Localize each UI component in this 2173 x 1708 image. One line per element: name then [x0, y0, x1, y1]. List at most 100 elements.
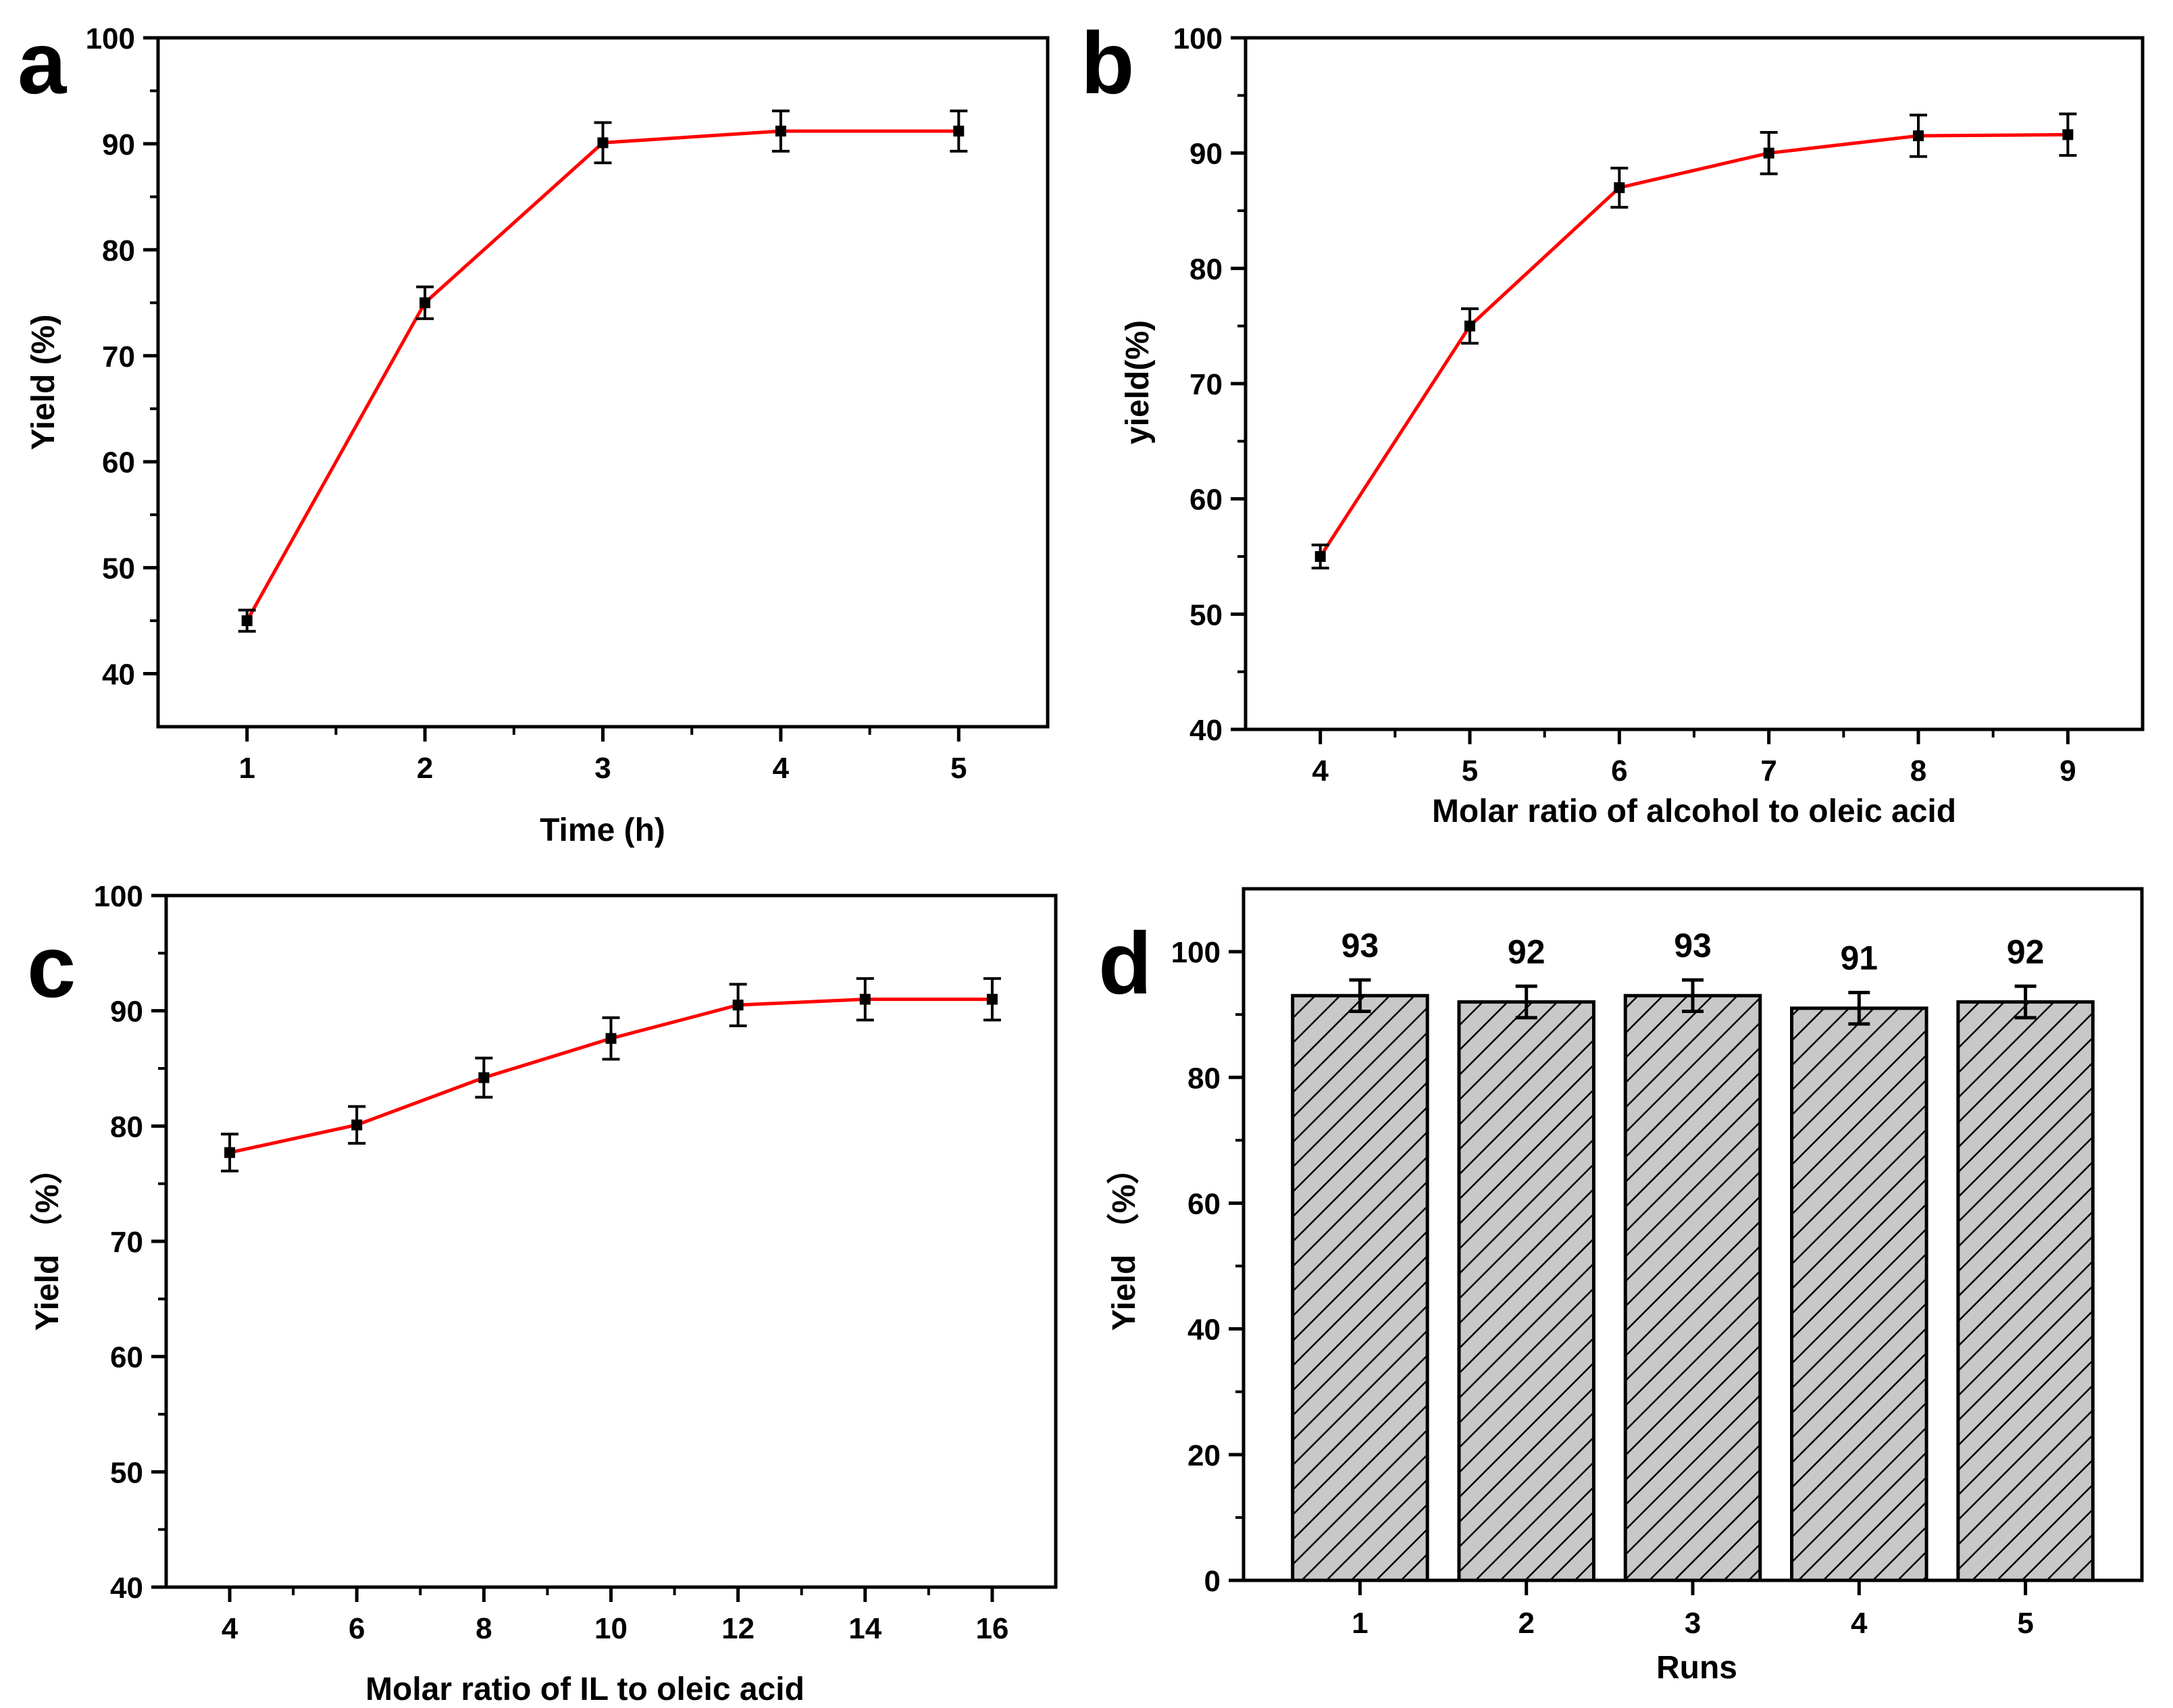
x-tick-label: 8: [1910, 754, 1926, 787]
x-axis-title: Molar ratio of IL to oleic acid: [365, 1672, 804, 1707]
data-point: [351, 1119, 363, 1131]
y-tick-label: 40: [1187, 1314, 1221, 1347]
data-point: [986, 993, 998, 1005]
data-point: [1614, 182, 1625, 193]
panel-a: a 40 50 60 70 80 90 100 1 2 3 4 5 Time (h) Yield (%…: [18, 14, 1050, 848]
plot-area: [1311, 112, 2077, 570]
axis-ticks: 40 50 60 70 80 90 100 4 5 6 7 8 9: [1173, 22, 2076, 787]
x-tick-label: 4: [773, 752, 790, 785]
x-tick-label: 1: [1352, 1607, 1368, 1640]
data-point: [224, 1147, 236, 1158]
bar-data-label: 93: [1341, 927, 1379, 964]
y-tick-label: 80: [1187, 1062, 1221, 1095]
y-tick-label: 50: [102, 552, 135, 586]
data-point: [419, 297, 431, 309]
bar: [1623, 993, 1762, 1582]
series-line: [245, 129, 959, 622]
plot-frame: [1244, 36, 2145, 731]
x-tick-label: 4: [1851, 1607, 1868, 1640]
bar-data-label: 93: [1674, 927, 1712, 964]
y-tick-label: 100: [1173, 22, 1223, 55]
x-tick-label: 5: [2017, 1607, 2033, 1640]
y-axis-title: Yield （%）: [30, 1152, 66, 1331]
data-point: [1763, 147, 1774, 159]
x-axis-title: Time (h): [540, 812, 665, 848]
x-tick-label: 2: [1518, 1607, 1534, 1640]
x-tick-label: 1: [238, 752, 255, 785]
y-axis-title: yield(%): [1120, 320, 1156, 444]
y-tick-label: 80: [1190, 253, 1223, 286]
x-tick-label: 4: [222, 1612, 238, 1645]
data-point: [478, 1072, 490, 1083]
y-tick-label: 90: [110, 995, 143, 1029]
bar: [1790, 1006, 1928, 1582]
plot-area: [221, 977, 1001, 1172]
y-tick-label: 40: [102, 658, 135, 692]
panel-letter: c: [27, 917, 76, 1016]
y-tick-label: 70: [110, 1226, 143, 1259]
x-tick-label: 3: [594, 752, 611, 785]
y-axis-title: Yield (%): [26, 315, 61, 450]
x-tick-label: 7: [1760, 754, 1776, 787]
x-tick-label: 6: [349, 1612, 365, 1645]
y-tick-label: 60: [1190, 484, 1223, 517]
x-tick-label: 3: [1685, 1607, 1701, 1640]
axis-ticks: 40 50 60 70 80 90 100 4 6 8 10 12 14 16: [94, 880, 1009, 1645]
panel-letter: a: [18, 14, 68, 112]
x-tick-label: 4: [1312, 754, 1329, 787]
bar: [1457, 1000, 1595, 1582]
y-tick-label: 100: [1171, 936, 1221, 969]
data-point: [605, 1033, 617, 1044]
bar-data-label: 91: [1840, 939, 1878, 977]
x-tick-label: 14: [848, 1612, 881, 1645]
x-axis-title: Runs: [1656, 1650, 1737, 1686]
y-tick-label: 40: [1190, 714, 1223, 747]
data-point: [859, 993, 871, 1005]
bar-data-label: 92: [1508, 933, 1545, 971]
data-point: [1314, 551, 1326, 562]
data-point: [732, 1000, 744, 1011]
y-tick-label: 80: [110, 1110, 143, 1143]
y-tick-label: 60: [110, 1341, 143, 1374]
x-tick-label: 8: [476, 1612, 492, 1645]
y-tick-label: 80: [102, 234, 135, 267]
y-tick-label: 0: [1204, 1565, 1221, 1598]
y-tick-label: 50: [110, 1456, 143, 1489]
bar: [1956, 1000, 2095, 1582]
axis-ticks: 0 20 40 60 80 100 1 2 3 4 5: [1171, 936, 2034, 1640]
y-tick-label: 50: [1190, 598, 1223, 631]
x-tick-label: 10: [594, 1612, 628, 1645]
y-axis-title: Yield （%）: [1106, 1152, 1142, 1331]
panel-letter: b: [1081, 14, 1134, 112]
y-tick-label: 70: [1190, 368, 1223, 401]
panel-b: b 40 50 60 70 80 90 100 4 5 6 7 8 9 Molar ratio of a…: [1081, 14, 2145, 829]
bar: [1291, 993, 1429, 1582]
data-point: [1464, 320, 1475, 332]
data-point: [241, 615, 253, 627]
y-tick-label: 90: [102, 128, 135, 161]
x-tick-label: 5: [950, 752, 967, 785]
x-tick-label: 6: [1611, 754, 1627, 787]
data-point: [597, 137, 609, 149]
x-tick-label: 12: [721, 1612, 755, 1645]
x-tick-label: 2: [417, 752, 433, 785]
data-point: [1913, 130, 1924, 142]
y-tick-label: 60: [1187, 1187, 1221, 1220]
data-point: [775, 126, 786, 137]
y-tick-label: 40: [110, 1572, 143, 1605]
axis-ticks: 40 50 60 70 80 90 100 1 2 3 4 5: [86, 22, 967, 785]
panel-d: d 0 20 40 60 80 100 1 2 3 4 5 93 92 93 91 92 Runs Yiel…: [1098, 887, 2144, 1686]
y-tick-label: 100: [94, 880, 143, 913]
x-axis-title: Molar ratio of alcohol to oleic acid: [1432, 794, 1956, 829]
plot-area: [238, 109, 968, 633]
data-point: [953, 126, 965, 137]
y-tick-label: 90: [1190, 138, 1223, 171]
series-line: [1319, 132, 2068, 558]
y-tick-label: 100: [86, 22, 135, 55]
x-tick-label: 9: [2060, 754, 2076, 787]
panel-letter: d: [1098, 914, 1152, 1012]
plot-area: 93 92 93 91 92: [1291, 927, 2095, 1582]
y-tick-label: 70: [102, 340, 135, 373]
y-tick-label: 60: [102, 446, 135, 480]
